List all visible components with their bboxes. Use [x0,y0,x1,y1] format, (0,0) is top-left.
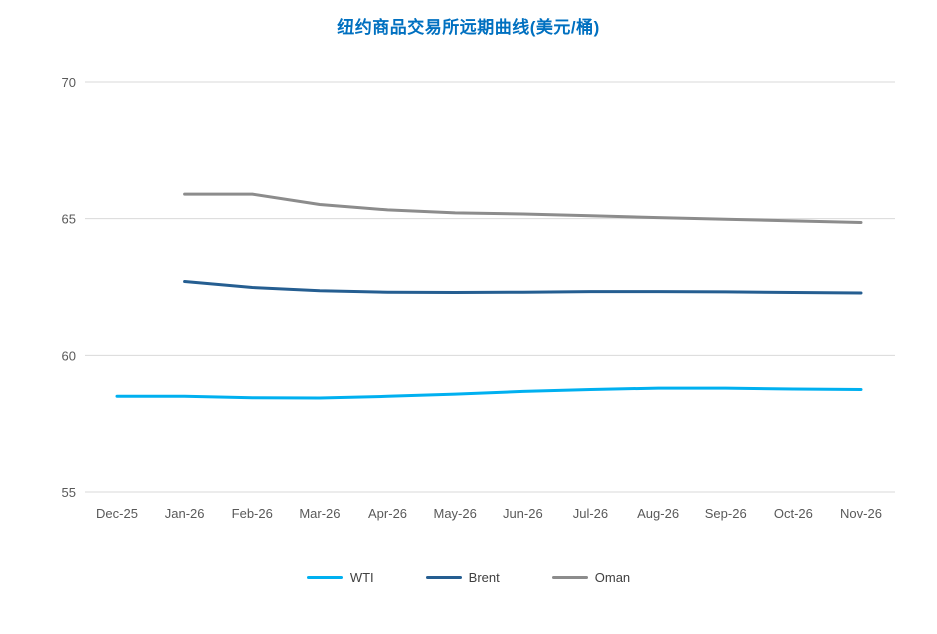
series-line-wti [115,386,863,400]
y-tick-label: 65 [62,212,76,227]
x-tick-label: Sep-26 [705,506,747,521]
y-tick-label: 55 [62,485,76,500]
legend-item-oman: Oman [551,570,631,585]
x-tick-label: Jul-26 [573,506,608,521]
x-tick-label: Mar-26 [299,506,340,521]
x-tick-label: Apr-26 [368,506,407,521]
x-tick-label: Oct-26 [774,506,813,521]
legend-label-oman: Oman [594,570,631,585]
y-tick-label: 70 [62,75,76,90]
series-line-oman [183,192,863,224]
x-tick-label: Jun-26 [503,506,543,521]
x-tick-label: Nov-26 [840,506,882,521]
oman-line-swatch-icon [551,576,588,579]
legend-label-brent: Brent [468,570,500,585]
series-line-brent [183,280,863,295]
brent-line-swatch-icon [425,576,462,579]
x-tick-label: Dec-25 [96,506,138,521]
y-tick-label: 60 [62,348,76,363]
x-tick-label: Aug-26 [637,506,679,521]
plot-area: 55 60 65 70 Dec-25 Jan-26 Feb-26 Mar-26 Apr-26 Ma… [62,75,895,521]
x-tick-label: Jan-26 [165,506,205,521]
legend: WTI Brent Oman [0,570,937,585]
chart-title: 纽约商品交易所远期曲线(美元/桶) [337,18,600,37]
wti-line-swatch-icon [306,576,343,579]
legend-label-wti: WTI [349,570,374,585]
x-tick-label: May-26 [434,506,477,521]
legend-item-wti: WTI [306,570,374,585]
x-tick-label: Feb-26 [232,506,273,521]
legend-item-brent: Brent [425,570,500,585]
